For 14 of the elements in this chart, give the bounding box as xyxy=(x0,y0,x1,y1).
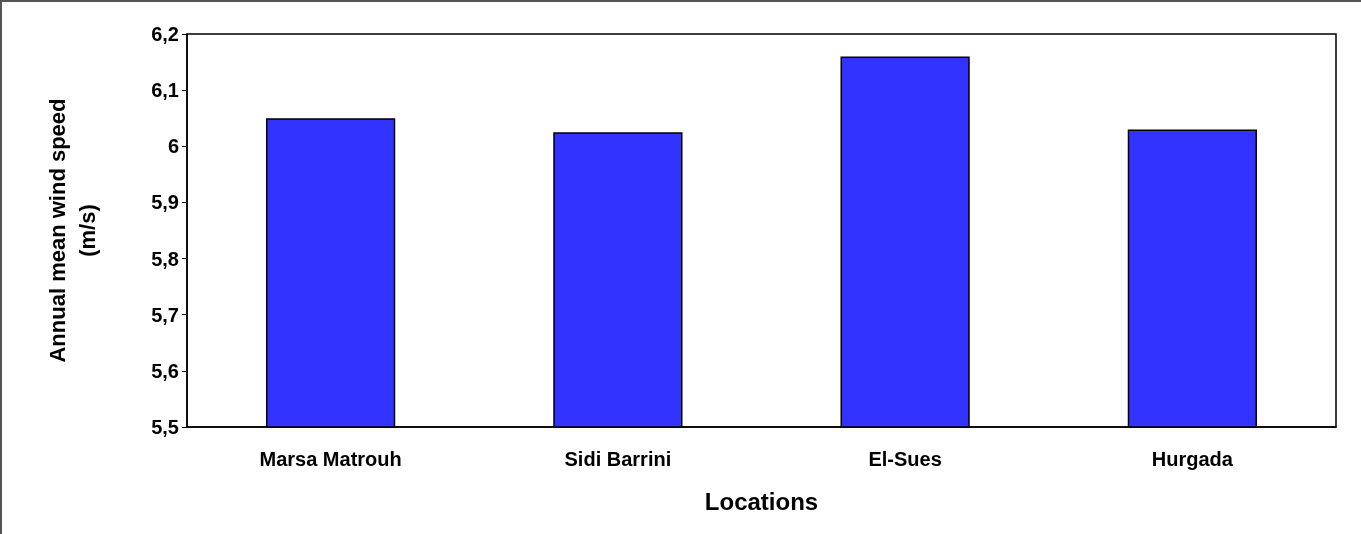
y-tick-label: 5,6 xyxy=(151,359,179,382)
x-tick-label: Sidi Barrini xyxy=(564,448,672,470)
y-tick-label: 5,9 xyxy=(151,191,179,214)
y-tick-label: 5,8 xyxy=(151,247,179,270)
y-tick-label: 6 xyxy=(167,135,179,158)
y-tick-label: 5,5 xyxy=(151,416,179,438)
y-tick-label: 6,2 xyxy=(151,23,179,45)
y-tick-label: 6,1 xyxy=(151,79,179,102)
y-axis-title: Annual mean wind speed (m/s) xyxy=(44,98,100,363)
x-tick-label: Marsa Matrouh xyxy=(259,448,402,470)
x-axis-title: Locations xyxy=(704,487,819,515)
x-tick-label: El-Sues xyxy=(868,448,942,470)
x-tick-label: Hurgada xyxy=(1151,448,1234,470)
y-tick-label: 5,7 xyxy=(151,303,179,326)
